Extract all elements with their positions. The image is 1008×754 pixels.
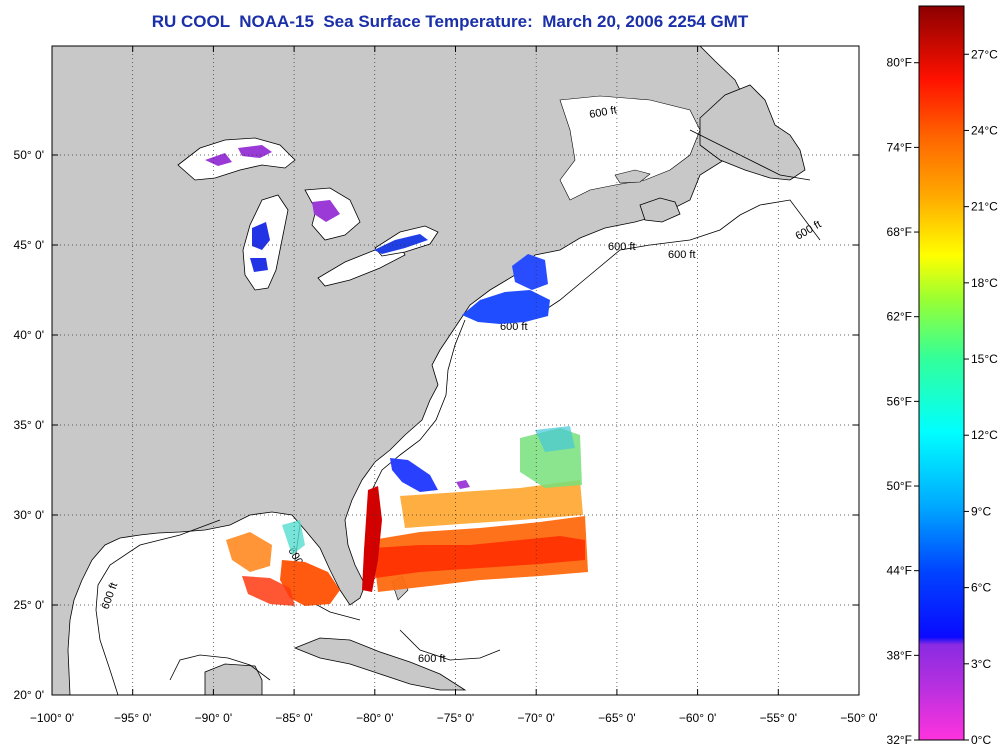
celsius-label: 6°C: [971, 581, 991, 595]
map-axes: −100° 0' −95° 0' −90° 0' −85° 0' −80° 0' −75°…: [14, 46, 878, 725]
celsius-label: 18°C: [971, 276, 998, 290]
isobath-label: 600 ft: [608, 241, 636, 253]
lon-tick-label: −70° 0': [517, 711, 554, 725]
fahrenheit-label: 68°F: [887, 225, 912, 239]
lon-tick-label: −95° 0': [114, 711, 151, 725]
fahrenheit-label: 44°F: [887, 564, 912, 578]
colorbar: [918, 5, 965, 741]
graticule-grid: [52, 46, 859, 695]
sst-lake-huron: [312, 200, 340, 222]
sst-swath-atlantic-hot: [372, 536, 585, 578]
lat-tick-label: 40° 0': [14, 328, 44, 342]
sst-lake-superior: [205, 145, 272, 166]
fahrenheit-label: 50°F: [887, 479, 912, 493]
celsius-label: 24°C: [971, 123, 998, 137]
sst-swath-atlantic-teal: [535, 426, 575, 452]
sst-gulf-mexico-south: [242, 576, 295, 606]
lon-tick-label: −90° 0': [195, 711, 232, 725]
sst-offshore-purple-patch: [456, 480, 470, 489]
celsius-label: 27°C: [971, 47, 998, 61]
sst-gulf-mexico-west: [226, 532, 272, 572]
isobath-600ft: [95, 129, 821, 695]
celsius-label: 0°C: [971, 733, 991, 747]
lon-tick-label: −55° 0': [760, 711, 797, 725]
sst-shelf-new-england: [462, 290, 550, 324]
lat-tick-label: 25° 0': [14, 598, 44, 612]
isobath-label: 600 ft: [588, 104, 617, 121]
lon-tick-label: −100° 0': [30, 711, 74, 725]
sst-lake-michigan: [250, 222, 270, 272]
lon-tick-label: −80° 0': [356, 711, 393, 725]
fahrenheit-label: 32°F: [887, 733, 912, 747]
sst-gulf-mexico-east: [280, 560, 340, 606]
colorbar-axes: 27°C 24°C 21°C 18°C 15°C 12°C 9°C 6°C 3°C 0°C 80°F…: [887, 47, 999, 747]
newfoundland: [699, 84, 806, 181]
celsius-label: 21°C: [971, 200, 998, 214]
cuba: [293, 637, 467, 691]
lat-tick-label: 30° 0': [14, 508, 44, 522]
celsius-label: 12°C: [971, 428, 998, 442]
celsius-label: 9°C: [971, 504, 991, 518]
lat-tick-label: 20° 0': [14, 688, 44, 702]
sst-gulf-stream-core: [362, 486, 382, 592]
isobath-label: 600 ft: [500, 321, 528, 333]
sst-gulf-mexico-cyan: [282, 520, 305, 555]
fahrenheit-label: 62°F: [887, 310, 912, 324]
sst-cool-patch-carolina: [390, 458, 438, 492]
lon-tick-label: −65° 0': [598, 711, 635, 725]
lat-tick-label: 45° 0': [14, 238, 44, 252]
sst-swath-atlantic-mild: [400, 480, 583, 528]
celsius-label: 3°C: [971, 657, 991, 671]
fahrenheit-label: 80°F: [887, 56, 912, 70]
sst-data: [205, 145, 588, 606]
yucatan-peninsula: [204, 663, 263, 695]
celsius-label: 15°C: [971, 352, 998, 366]
prince-edward-island: [614, 169, 651, 184]
fahrenheit-label: 56°F: [887, 394, 912, 408]
lon-tick-label: −75° 0': [437, 711, 474, 725]
sst-lake-erie: [374, 234, 428, 254]
lat-tick-label: 35° 0': [14, 418, 44, 432]
lat-tick-label: 50° 0': [14, 148, 44, 162]
lon-tick-label: −85° 0': [275, 711, 312, 725]
map-title: RU COOL NOAA-15 Sea Surface Temperature:…: [151, 12, 749, 31]
isobath-label: 600 ft: [418, 653, 446, 665]
lon-tick-label: −50° 0': [840, 711, 877, 725]
lon-tick-label: −60° 0': [679, 711, 716, 725]
gulf-st-lawrence-water: [559, 95, 701, 201]
isobath-label: 600 ft: [668, 249, 696, 261]
fahrenheit-label: 38°F: [887, 648, 912, 662]
sst-gulf-of-maine: [512, 254, 548, 290]
fahrenheit-label: 74°F: [887, 140, 912, 154]
cape-breton-island: [639, 197, 681, 223]
